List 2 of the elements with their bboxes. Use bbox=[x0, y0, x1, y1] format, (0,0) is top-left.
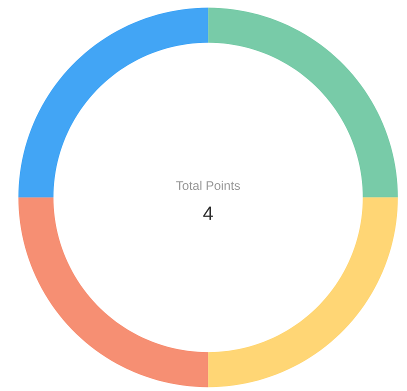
text: 4 bbox=[203, 206, 213, 220]
text: Total Points bbox=[176, 180, 240, 190]
